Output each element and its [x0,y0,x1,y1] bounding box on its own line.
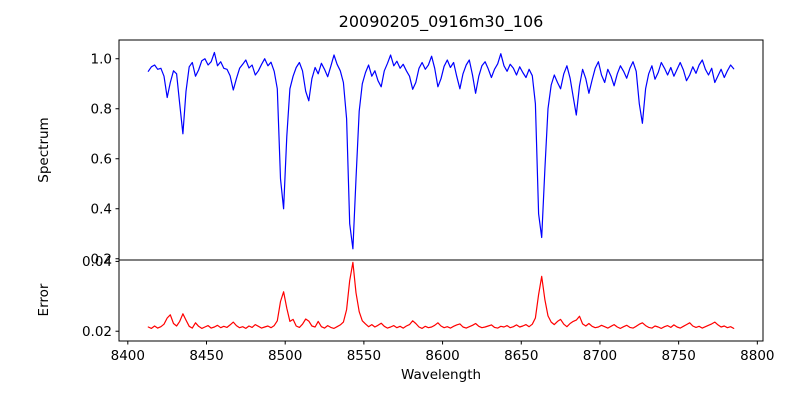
x-tick-label: 8500 [268,348,302,364]
x-axis-label: Wavelength [401,367,481,383]
error-panel-frame [118,259,764,342]
error-line [147,261,735,329]
x-tick-label: 8450 [189,348,223,364]
x-tick-label: 8800 [740,348,774,364]
spectrum-y-tick-label: 0.8 [91,102,112,118]
error-y-axis-label: Error [36,283,52,316]
spectrum-line [147,51,735,250]
plot-layer: 0.2 0.4 0.6 0.8 1.0 0.02 0.04 8400 8450 8500 8550 8… [82,39,775,364]
spectrum-y-tick-label: 0.6 [91,152,112,168]
x-tick-label: 8400 [111,348,145,364]
spectrum-y-tick-label: 0.2 [91,252,112,268]
spectrum-y-tick-label: 1.0 [91,52,112,68]
error-y-tick-label: 0.04 [82,254,112,270]
chart-title: 20090205_0916m30_106 [339,12,544,32]
x-tick-label: 8750 [661,348,695,364]
x-tick-label: 8550 [347,348,381,364]
x-tick-label: 8700 [583,348,617,364]
x-tick-label: 8650 [504,348,538,364]
error-y-tick-label: 0.02 [82,324,112,340]
x-tick-label: 8600 [425,348,459,364]
spectrum-y-axis-label: Spectrum [36,117,52,182]
spectrum-y-tick-label: 0.4 [91,202,112,218]
